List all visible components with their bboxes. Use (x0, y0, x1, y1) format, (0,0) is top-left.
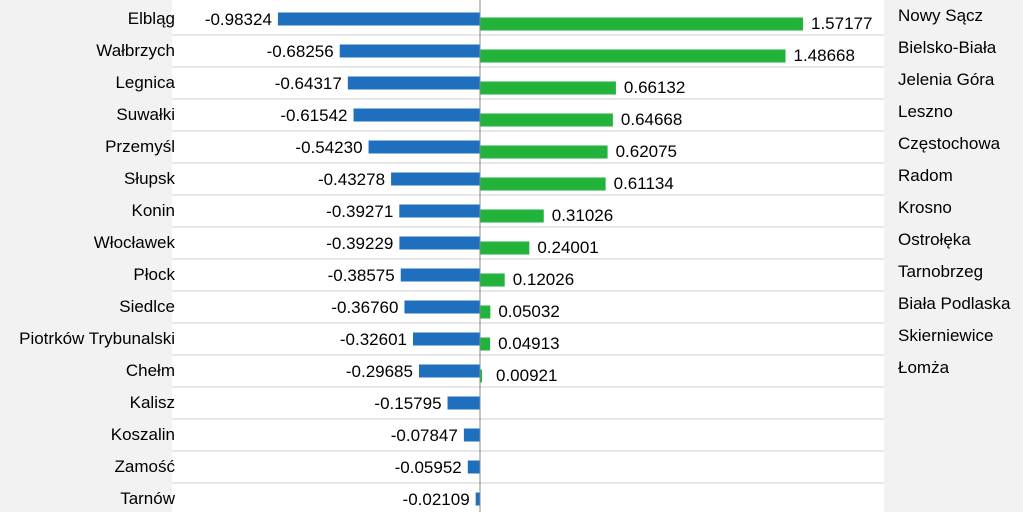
bar-positive (480, 337, 491, 351)
category-label-right: Jelenia Góra (898, 70, 995, 89)
category-label-left: Słupsk (124, 169, 176, 188)
data-label: -0.36760 (331, 298, 398, 317)
bar-positive (480, 273, 505, 287)
bar-positive (480, 17, 803, 31)
bar-positive (480, 177, 606, 191)
data-label: 0.31026 (552, 206, 613, 225)
bar-negative (467, 460, 480, 474)
bar-negative (413, 332, 480, 346)
bar-negative (391, 172, 480, 186)
data-label: -0.64317 (275, 74, 342, 93)
data-label: 0.61134 (614, 174, 674, 193)
bar-negative (447, 396, 480, 410)
category-label-right: Radom (898, 166, 953, 185)
bar-negative (347, 76, 480, 90)
data-label: -0.15795 (374, 394, 441, 413)
data-label: 0.04913 (498, 334, 559, 353)
category-label-left: Legnica (115, 73, 175, 92)
category-label-left: Wałbrzych (96, 41, 175, 60)
data-label: 0.05032 (498, 302, 559, 321)
bar-positive (480, 49, 786, 63)
data-label: -0.32601 (340, 330, 407, 349)
bar-positive (480, 145, 608, 159)
data-label: 0.66132 (624, 78, 685, 97)
data-label: 0.62075 (616, 142, 677, 161)
labels: -0.98324 Elbląg -0.68256 Wałbrzych -0.64317 L… (19, 6, 1011, 509)
category-label-left: Chełm (126, 361, 175, 380)
bars (277, 12, 803, 506)
category-label-left: Tarnów (120, 489, 176, 508)
category-label-right: Krosno (898, 198, 952, 217)
category-label-right: Leszno (898, 102, 953, 121)
category-label-right: Częstochowa (898, 134, 1001, 153)
category-label-left: Przemyśl (105, 137, 175, 156)
category-label-left: Płock (133, 265, 175, 284)
bar-positive (480, 241, 530, 255)
data-label: 0.64668 (621, 110, 682, 129)
data-label: -0.39229 (326, 234, 393, 253)
category-label-left: Kalisz (130, 393, 175, 412)
bar-negative (418, 364, 480, 378)
gridlines (172, 34, 884, 484)
bar-positive (480, 209, 544, 223)
category-label-left: Siedlce (119, 297, 175, 316)
data-label: -0.68256 (267, 42, 334, 61)
category-label-left: Włocławek (94, 233, 176, 252)
data-label: -0.43278 (318, 170, 385, 189)
data-label: 0.12026 (513, 270, 574, 289)
bar-negative (400, 268, 480, 282)
category-label-right: Ostrołęka (898, 230, 971, 249)
data-label: 0.00921 (496, 366, 557, 385)
bar-negative (277, 12, 480, 26)
bar-positive (480, 305, 491, 319)
data-label: -0.61542 (280, 106, 347, 125)
data-label: 0.24001 (537, 238, 598, 257)
bar-positive (480, 369, 482, 383)
bar-positive (480, 81, 616, 95)
data-label: -0.38575 (328, 266, 395, 285)
data-label: -0.02109 (403, 490, 470, 509)
data-label: -0.98324 (205, 10, 272, 29)
data-label: 1.57177 (811, 14, 872, 33)
bar-negative (368, 140, 480, 154)
bar-negative (463, 428, 480, 442)
bar-negative (399, 236, 480, 250)
category-label-left: Konin (132, 201, 175, 220)
data-label: -0.07847 (391, 426, 458, 445)
category-label-left: Elbląg (128, 9, 175, 28)
category-label-right: Biała Podlaska (898, 294, 1011, 313)
data-label: -0.29685 (346, 362, 413, 381)
category-label-right: Łomża (898, 358, 950, 377)
category-label-left: Koszalin (111, 425, 175, 444)
category-label-right: Tarnobrzeg (898, 262, 983, 281)
category-label-left: Zamość (115, 457, 176, 476)
data-label: -0.05952 (395, 458, 462, 477)
category-label-left: Piotrków Trybunalski (19, 329, 175, 348)
category-label-left: Suwałki (116, 105, 175, 124)
bar-negative (353, 108, 480, 122)
bar-negative (404, 300, 480, 314)
data-label: 1.48668 (794, 46, 855, 65)
category-label-right: Bielsko-Biała (898, 38, 997, 57)
bar-negative (475, 492, 480, 506)
bar-negative (399, 204, 480, 218)
data-label: -0.39271 (326, 202, 393, 221)
category-label-right: Skierniewice (898, 326, 993, 345)
data-label: -0.54230 (295, 138, 362, 157)
category-label-right: Nowy Sącz (898, 6, 983, 25)
bar-negative (339, 44, 480, 58)
bar-positive (480, 113, 613, 127)
